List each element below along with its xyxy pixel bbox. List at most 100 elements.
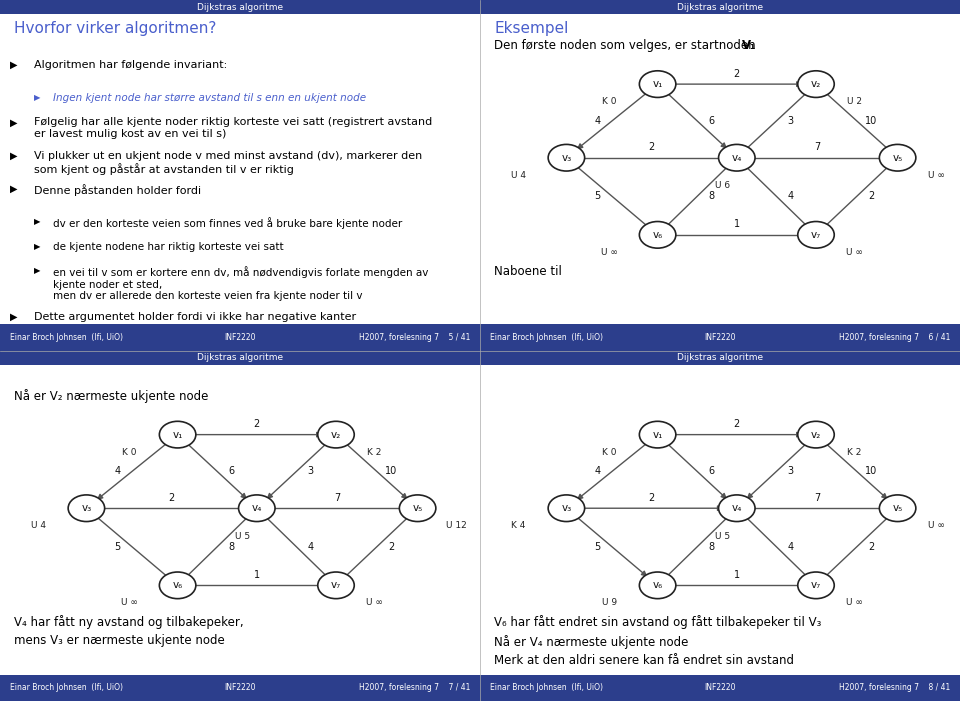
Text: v₃: v₃ xyxy=(82,503,91,513)
Text: H2007, forelesning 7    6 / 41: H2007, forelesning 7 6 / 41 xyxy=(839,333,950,342)
Text: v₇: v₇ xyxy=(811,230,821,240)
Bar xyxy=(0,674,480,701)
Text: Einar Broch Johnsen  (Ifi, UiO): Einar Broch Johnsen (Ifi, UiO) xyxy=(10,333,123,342)
Text: Dijkstras algoritme: Dijkstras algoritme xyxy=(677,3,763,11)
Circle shape xyxy=(399,495,436,522)
Text: v₇: v₇ xyxy=(331,580,341,590)
Text: H2007, forelesning 7    7 / 41: H2007, forelesning 7 7 / 41 xyxy=(359,683,470,693)
Circle shape xyxy=(548,144,585,171)
Text: v₆: v₆ xyxy=(173,580,182,590)
Text: U 12: U 12 xyxy=(445,522,467,530)
Text: K 2: K 2 xyxy=(848,448,861,456)
Text: U 5: U 5 xyxy=(715,532,730,540)
Text: 5: 5 xyxy=(594,542,601,552)
Text: 10: 10 xyxy=(385,466,397,477)
Circle shape xyxy=(798,71,834,97)
Text: K 2: K 2 xyxy=(368,448,381,456)
Text: 1: 1 xyxy=(253,570,260,580)
Text: Den første noden som velges, er startnoden: Den første noden som velges, er startnod… xyxy=(494,39,759,52)
Text: Einar Broch Johnsen  (Ifi, UiO): Einar Broch Johnsen (Ifi, UiO) xyxy=(10,683,123,693)
Text: Naboene til: Naboene til xyxy=(494,264,566,278)
Text: 4: 4 xyxy=(594,466,601,477)
Text: 2: 2 xyxy=(733,419,740,429)
Text: K 4: K 4 xyxy=(512,522,525,530)
Text: K 0: K 0 xyxy=(602,97,617,106)
Text: v₅: v₅ xyxy=(893,153,902,163)
Text: men dv er allerede den korteste veien fra kjente noder til v: men dv er allerede den korteste veien fr… xyxy=(53,291,362,301)
Text: ▶: ▶ xyxy=(10,312,17,322)
Bar xyxy=(480,674,960,701)
Text: v₆: v₆ xyxy=(653,580,662,590)
Circle shape xyxy=(68,495,105,522)
Text: 10: 10 xyxy=(865,466,877,477)
Text: ▶: ▶ xyxy=(34,93,40,102)
Text: 8: 8 xyxy=(708,191,714,201)
Circle shape xyxy=(159,421,196,448)
Text: v₂: v₂ xyxy=(811,79,821,89)
Text: ▶: ▶ xyxy=(10,117,17,128)
Circle shape xyxy=(879,495,916,522)
Text: Dijkstras algoritme: Dijkstras algoritme xyxy=(197,353,283,362)
Text: v₃: v₃ xyxy=(562,153,571,163)
Text: v₆: v₆ xyxy=(653,230,662,240)
Text: U 2: U 2 xyxy=(847,97,862,106)
Text: K 0: K 0 xyxy=(122,448,137,456)
Text: en vei til v som er kortere enn dv, må nødvendigvis forlate mengden av
kjente no: en vei til v som er kortere enn dv, må n… xyxy=(53,266,428,290)
Text: Eksempel: Eksempel xyxy=(494,21,568,36)
Text: 2: 2 xyxy=(733,69,740,79)
Text: v₃: v₃ xyxy=(562,503,571,513)
Text: v₂: v₂ xyxy=(811,430,821,440)
Text: Algoritmen har følgende invariant:: Algoritmen har følgende invariant: xyxy=(34,60,227,69)
Text: de kjente nodene har riktig korteste vei satt: de kjente nodene har riktig korteste vei… xyxy=(53,242,283,252)
Text: V₆ har fått endret sin avstand og fått tilbakepeker til V₃
Nå er V₄ nærmeste ukj: V₆ har fått endret sin avstand og fått t… xyxy=(494,615,822,667)
Text: 4: 4 xyxy=(308,542,314,552)
Text: 4: 4 xyxy=(114,466,121,477)
Text: U 6: U 6 xyxy=(715,182,730,190)
Text: 8: 8 xyxy=(708,542,714,552)
Text: 2: 2 xyxy=(253,419,260,429)
Text: ▶: ▶ xyxy=(34,217,40,226)
Text: v₄: v₄ xyxy=(732,153,742,163)
Text: 6: 6 xyxy=(228,466,234,477)
Text: v₄: v₄ xyxy=(252,503,262,513)
Text: ▶: ▶ xyxy=(34,242,40,251)
Text: V₄ har fått ny avstand og tilbakepeker,
mens V₃ er nærmeste ukjente node: V₄ har fått ny avstand og tilbakepeker, … xyxy=(14,615,244,647)
Circle shape xyxy=(639,421,676,448)
Text: 2: 2 xyxy=(388,542,395,552)
Circle shape xyxy=(798,222,834,248)
Text: U 4: U 4 xyxy=(511,171,526,179)
Circle shape xyxy=(798,572,834,599)
Text: 3: 3 xyxy=(788,116,794,126)
Text: dv er den korteste veien som finnes ved å bruke bare kjente noder: dv er den korteste veien som finnes ved … xyxy=(53,217,402,229)
Text: INF2220: INF2220 xyxy=(225,333,255,342)
Text: 2: 2 xyxy=(168,493,175,503)
Text: 7: 7 xyxy=(814,142,821,152)
Circle shape xyxy=(318,421,354,448)
Circle shape xyxy=(798,421,834,448)
Text: v₄: v₄ xyxy=(732,503,742,513)
Text: v₅: v₅ xyxy=(893,503,902,513)
Text: 2: 2 xyxy=(868,542,875,552)
Text: Ingen kjent node har større avstand til s enn en ukjent node: Ingen kjent node har større avstand til … xyxy=(53,93,366,103)
Text: 10: 10 xyxy=(865,116,877,126)
Text: 2: 2 xyxy=(648,142,655,152)
Text: Dijkstras algoritme: Dijkstras algoritme xyxy=(197,3,283,11)
Text: Einar Broch Johnsen  (Ifi, UiO): Einar Broch Johnsen (Ifi, UiO) xyxy=(490,683,603,693)
Text: K 0: K 0 xyxy=(602,448,617,456)
Text: 4: 4 xyxy=(594,116,601,126)
Text: Dijkstras algoritme: Dijkstras algoritme xyxy=(677,353,763,362)
Text: 4: 4 xyxy=(788,191,794,201)
Text: INF2220: INF2220 xyxy=(225,683,255,693)
Circle shape xyxy=(639,572,676,599)
Circle shape xyxy=(548,495,585,522)
Text: U ∞: U ∞ xyxy=(366,599,383,607)
Text: H2007, forelesning 7    8 / 41: H2007, forelesning 7 8 / 41 xyxy=(839,683,950,693)
Text: ▶: ▶ xyxy=(34,266,40,275)
Text: 1: 1 xyxy=(733,570,740,580)
Text: U ∞: U ∞ xyxy=(927,171,945,179)
Text: 4: 4 xyxy=(788,542,794,552)
Bar xyxy=(0,0,480,14)
Text: Denne påstanden holder fordi: Denne påstanden holder fordi xyxy=(34,184,201,196)
Circle shape xyxy=(318,572,354,599)
Text: U ∞: U ∞ xyxy=(846,599,863,607)
